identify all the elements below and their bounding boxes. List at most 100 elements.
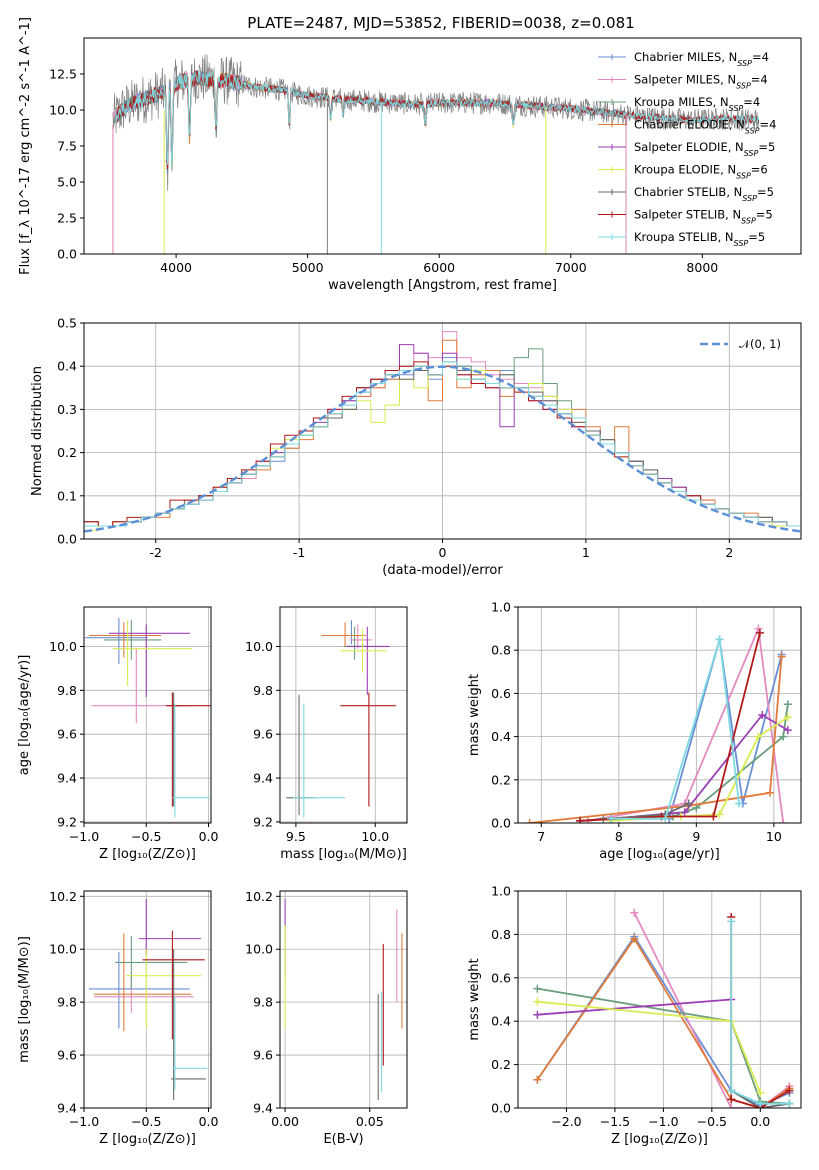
- y-tick-label: 9.8: [253, 683, 273, 698]
- y-tick-label: 0.1: [57, 488, 77, 503]
- y-tick-label: 9.4: [253, 771, 273, 786]
- plot-frame: [517, 606, 802, 824]
- age-vs-metallicity-points: [85, 617, 211, 818]
- legend-label-kroupa-elodie: Kroupa ELODIE, NSSP=6: [634, 163, 768, 181]
- plot-frame: [83, 606, 212, 824]
- x-tick-label: −0.5: [131, 829, 161, 844]
- x-tick-label: −0.5: [131, 1114, 161, 1129]
- x-tick-label: 4000: [160, 260, 192, 275]
- gaussian-curve: [84, 365, 801, 533]
- plot-frame: [279, 890, 408, 1109]
- y-tick-label: 9.6: [253, 1048, 273, 1063]
- y-tick-label: 0.2: [57, 445, 77, 460]
- y-tick-label: 9.8: [57, 995, 77, 1010]
- x-tick-label: −1.0: [69, 829, 99, 844]
- weight-line-salpeter-miles: [633, 912, 790, 1108]
- weight-marker-kroupa-miles: [533, 984, 542, 993]
- y-tick-label: 9.6: [57, 727, 77, 742]
- weight-marker-chabrier-elodie: [765, 788, 774, 797]
- weight-vs-metallicity-lines: [533, 908, 794, 1108]
- weight-marker-salpeter-stelib: [785, 1086, 794, 1095]
- y-tick-label: 9.4: [57, 1101, 77, 1116]
- figure-title: PLATE=2487, MJD=53852, FIBERID=0038, z=0…: [247, 14, 634, 32]
- histogram-panel: -2 -1 0 1 2 0.0 0.1 0.2 0.3 0.4 0.5 (data-model)/er…: [30, 316, 802, 578]
- weight-marker-kroupa-stelib: [661, 814, 670, 823]
- weight-marker-kroupa-miles: [779, 732, 788, 741]
- weight-marker-kroupa-stelib: [607, 814, 616, 823]
- weight-line-kroupa-elodie: [537, 1000, 762, 1094]
- x-tick-label: 0.0: [750, 1114, 770, 1129]
- y-tick-label: 10.0: [49, 942, 77, 957]
- plot-frame: [517, 890, 802, 1109]
- y-tick-label: 0.6: [491, 686, 511, 701]
- age-vs-mass-points: [286, 620, 396, 818]
- plot-frame: [83, 890, 212, 1109]
- y-tick-label: 2.5: [57, 211, 77, 226]
- x-tick-label: 8: [615, 829, 623, 844]
- weight-marker-chabrier-elodie: [525, 819, 534, 823]
- weight-marker-kroupa-elodie: [783, 713, 792, 722]
- spectrum-lines: [112, 54, 760, 254]
- x-tick-label: −0.5: [697, 1114, 727, 1129]
- weight-marker-kroupa-elodie: [754, 732, 763, 741]
- weight-marker-salpeter-miles: [630, 908, 639, 917]
- y-tick-label: 9.6: [57, 1048, 77, 1063]
- y-tick-label: 9.8: [253, 995, 273, 1010]
- y-axis-label: mass [log₁₀(M/M⊙)]: [17, 936, 32, 1063]
- weight-line-salpeter-stelib: [579, 632, 761, 822]
- y-tick-label: 9.6: [253, 727, 273, 742]
- y-tick-label: 9.2: [57, 814, 77, 829]
- y-tick-label: 0.0: [57, 247, 77, 262]
- weight-line-kroupa-stelib: [611, 639, 740, 820]
- legend-label-salpeter-stelib: Salpeter STELIB, NSSP=5: [634, 208, 773, 226]
- legend-label-gaussian: 𝒩(0, 1): [739, 337, 781, 351]
- histogram-steps: [84, 331, 801, 539]
- x-tick-label: -2: [149, 545, 161, 560]
- x-tick-label: 10.0: [361, 829, 389, 844]
- age-vs-metallicity-panel: −1.0 −0.5 0.0 9.2 9.4 9.6 9.8 10.0 Z [log₁₀(Z/Z⊙…: [17, 606, 218, 862]
- x-tick-label: 8000: [686, 260, 718, 275]
- weight-marker-kroupa-stelib: [715, 635, 724, 644]
- x-tick-label: 9: [692, 829, 700, 844]
- y-tick-label: 0.0: [57, 532, 77, 547]
- y-tick-label: 10.0: [49, 639, 77, 654]
- y-tick-label: 9.4: [57, 771, 77, 786]
- x-tick-label: 0.00: [271, 1114, 299, 1129]
- legend-label-chabrier-miles: Chabrier MILES, NSSP=4: [634, 50, 769, 68]
- y-axis-label: Flux [f_λ 10^-17 erg cm^-2 s^-1 A^-1]: [18, 17, 33, 275]
- x-axis-label: age [log₁₀(age/yr)]: [599, 847, 720, 862]
- weight-marker-salpeter-elodie: [758, 711, 767, 719]
- y-tick-label: 7.5: [57, 139, 77, 154]
- x-axis-label: E(B-V): [323, 1132, 363, 1147]
- weight-marker-salpeter-stelib: [727, 1095, 736, 1104]
- x-tick-label: −1.5: [600, 1114, 630, 1129]
- weight-vs-age-panel: 7 8 9 10 0.0 0.2 0.4 0.6 0.8 1.0 age [log₁₀(age/yr…: [467, 600, 802, 862]
- y-axis-label: age [log₁₀(age/yr)]: [17, 655, 32, 776]
- legend-label-salpeter-elodie: Salpeter ELODIE, NSSP=5: [634, 140, 775, 158]
- y-axis-label: mass weight: [467, 674, 482, 756]
- legend-label-chabrier-elodie: Chabrier ELODIE, NSSP=4: [634, 118, 776, 136]
- x-tick-label: 7000: [555, 260, 587, 275]
- weight-marker-chabrier-stelib: [684, 799, 693, 808]
- y-tick-label: 1.0: [491, 600, 511, 615]
- y-tick-label: 0.2: [491, 772, 511, 787]
- weight-marker-kroupa-stelib: [727, 1086, 736, 1095]
- legend-label-salpeter-miles: Salpeter MILES, NSSP=4: [634, 73, 768, 91]
- weight-vs-metallicity-panel: −2.0 −1.5 −1.0 −0.5 0.0 0.0 0.2 0.4 0.6 0.8 1.0 Z […: [467, 884, 802, 1147]
- weight-marker-salpeter-stelib: [755, 628, 764, 637]
- weight-line-chabrier-stelib: [730, 1089, 790, 1108]
- y-tick-label: 10.0: [49, 103, 77, 118]
- legend-label-kroupa-stelib: Kroupa STELIB, NSSP=5: [634, 230, 765, 248]
- y-tick-label: 0.2: [491, 1057, 511, 1072]
- legend-label-kroupa-miles: Kroupa MILES, NSSP=4: [634, 95, 760, 113]
- y-tick-label: 0.0: [491, 816, 511, 831]
- weight-marker-kroupa-elodie: [533, 997, 542, 1006]
- y-tick-label: 10.2: [49, 889, 77, 904]
- weight-marker-kroupa-stelib: [727, 917, 736, 926]
- y-tick-label: 0.4: [491, 1014, 511, 1029]
- y-tick-label: 10.0: [245, 639, 273, 654]
- x-tick-label: 0.05: [356, 1114, 384, 1129]
- x-tick-label: -1: [293, 545, 305, 560]
- plot-frame: [279, 606, 408, 824]
- weight-marker-salpeter-miles: [754, 624, 763, 633]
